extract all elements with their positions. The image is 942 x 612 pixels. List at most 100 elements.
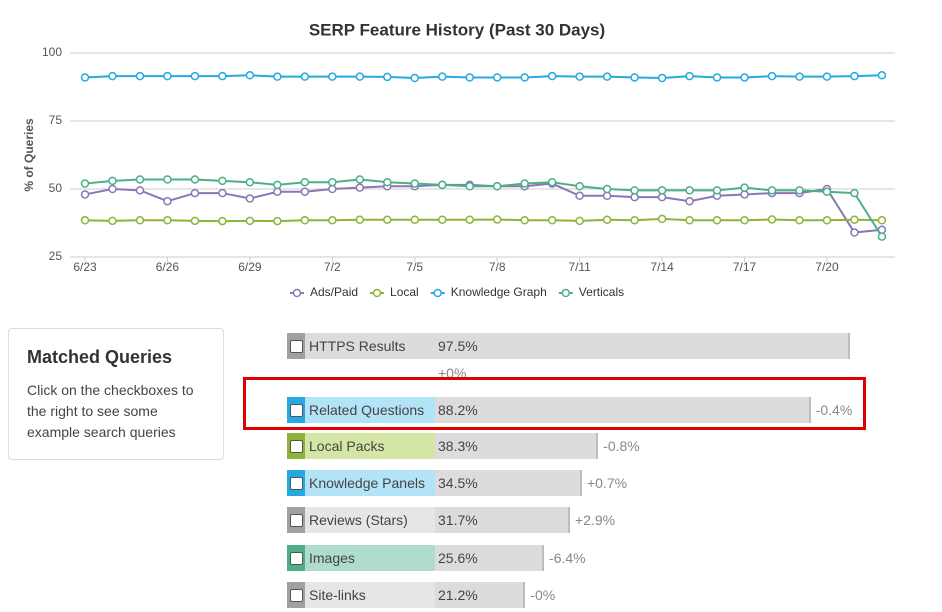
- series-line: [84, 74, 882, 80]
- data-point: [355, 183, 365, 192]
- feature-name: Local Packs: [305, 433, 435, 459]
- x-tick-label: 6/26: [156, 260, 180, 274]
- data-point: [328, 177, 337, 187]
- data-point: [850, 215, 859, 224]
- data-point: [135, 71, 145, 81]
- data-point: [355, 175, 365, 184]
- data-point: [850, 188, 859, 198]
- data-point: [877, 71, 887, 80]
- checkbox[interactable]: [290, 440, 303, 453]
- data-point: [80, 216, 90, 225]
- data-point: [218, 71, 227, 81]
- data-point: [712, 73, 722, 82]
- feature-change: +0.7%: [586, 475, 628, 491]
- data-point: [657, 186, 667, 195]
- data-point: [492, 182, 502, 191]
- data-point: [795, 216, 804, 225]
- data-point: [328, 216, 337, 225]
- x-tick-label: 7/17: [733, 260, 757, 274]
- x-tick-label: 7/2: [324, 260, 341, 274]
- data-point: [767, 71, 777, 81]
- legend-marker: [561, 288, 571, 298]
- data-point: [575, 191, 584, 201]
- data-point: [822, 216, 832, 225]
- data-point: [850, 228, 859, 237]
- feature-change: -0.4%: [815, 402, 853, 418]
- data-point: [80, 179, 90, 188]
- feature-percent: 97.5%: [438, 338, 478, 354]
- checkbox[interactable]: [290, 340, 303, 353]
- data-point: [163, 196, 172, 206]
- data-point: [822, 187, 832, 196]
- feature-bar: [435, 433, 599, 459]
- data-point: [437, 215, 447, 224]
- data-point: [685, 186, 694, 195]
- data-point: [383, 215, 392, 224]
- checkbox[interactable]: [290, 477, 303, 490]
- data-point: [437, 72, 447, 81]
- data-point: [383, 72, 392, 82]
- data-point: [300, 187, 310, 196]
- feature-bar: [435, 507, 571, 533]
- data-point: [740, 183, 749, 192]
- feature-percent: 34.5%: [438, 475, 478, 491]
- data-point: [877, 232, 887, 241]
- data-point: [685, 71, 694, 81]
- panel-text: Click on the checkboxes to the right to …: [27, 382, 194, 440]
- legend-label: Verticals: [579, 285, 624, 299]
- panel-title: Matched Queries: [27, 347, 173, 367]
- data-point: [465, 215, 474, 224]
- feature-color: [287, 507, 305, 533]
- legend-marker: [292, 288, 302, 298]
- data-point: [685, 216, 694, 225]
- data-point: [602, 215, 612, 224]
- legend-marker: [372, 288, 382, 298]
- feature-color: [287, 433, 305, 459]
- y-tick-label: 100: [42, 45, 62, 59]
- legend-label: Ads/Paid: [310, 285, 358, 299]
- data-point: [767, 215, 777, 224]
- data-point: [245, 216, 255, 226]
- data-point: [630, 186, 639, 195]
- feature-bar: [435, 397, 811, 423]
- data-point: [877, 216, 887, 225]
- feature-change: +2.9%: [575, 512, 616, 528]
- x-tick-label: 6/29: [238, 260, 262, 274]
- data-point: [355, 72, 365, 81]
- feature-name: Images: [305, 545, 435, 571]
- feature-percent: 88.2%: [438, 402, 478, 418]
- checkbox[interactable]: [290, 589, 303, 602]
- data-point: [273, 180, 282, 190]
- legend-marker: [433, 288, 442, 298]
- series-line: [84, 178, 883, 238]
- data-point: [383, 177, 392, 187]
- feature-name: Site-links: [305, 582, 435, 608]
- data-point: [520, 73, 529, 82]
- data-point: [108, 184, 117, 194]
- legend-label: Knowledge Graph: [451, 285, 547, 299]
- data-point: [547, 177, 557, 187]
- data-point: [465, 73, 474, 82]
- data-point: [575, 216, 584, 226]
- data-point: [300, 216, 310, 225]
- data-point: [850, 71, 859, 81]
- data-point: [740, 190, 749, 199]
- data-point: [190, 216, 200, 226]
- data-point: [273, 72, 282, 81]
- checkbox[interactable]: [290, 552, 303, 565]
- data-point: [190, 188, 200, 198]
- feature-percent: 21.2%: [438, 587, 478, 603]
- feature-name: Reviews (Stars): [305, 507, 435, 533]
- data-point: [273, 216, 282, 226]
- x-tick-label: 6/23: [73, 260, 97, 274]
- y-tick-label: 75: [49, 113, 63, 127]
- chart: SERP Feature History (Past 30 Days) % of…: [22, 20, 895, 299]
- data-point: [135, 216, 145, 225]
- checkbox[interactable]: [290, 514, 303, 527]
- data-point: [630, 73, 639, 82]
- x-tick-label: 7/20: [815, 260, 839, 274]
- data-point: [355, 215, 365, 224]
- data-point: [630, 216, 639, 225]
- y-tick-label: 50: [49, 181, 63, 195]
- checkbox[interactable]: [290, 404, 303, 417]
